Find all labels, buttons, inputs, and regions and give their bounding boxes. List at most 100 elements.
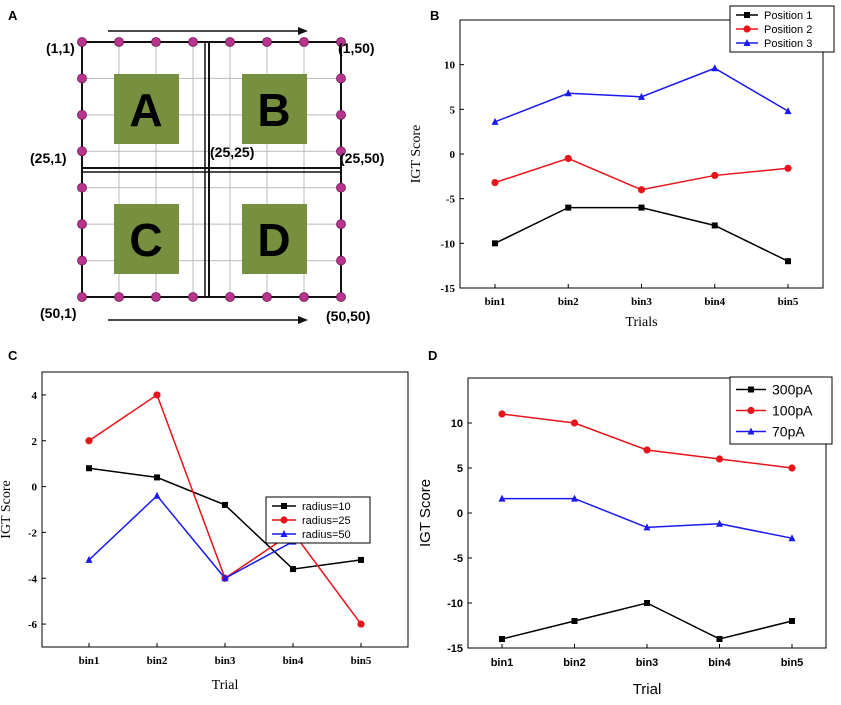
grid-dot [225, 37, 235, 47]
grid-dot [336, 73, 346, 84]
data-point [280, 530, 288, 537]
data-point [744, 12, 750, 18]
legend-entry: Position 1 [764, 10, 812, 22]
x-tick-label: bin3 [636, 657, 659, 669]
grid-dot [336, 182, 346, 193]
x-tick-label: bin1 [485, 296, 506, 308]
y-tick-label: 5 [457, 463, 463, 475]
x-tick-label: bin2 [147, 655, 168, 667]
data-point [153, 391, 161, 399]
data-point [643, 446, 651, 454]
grid-dot [114, 37, 124, 47]
data-point [571, 494, 578, 502]
data-point [788, 534, 796, 542]
coord-top-left: (1,1) [46, 40, 75, 56]
data-point [716, 519, 723, 527]
data-point [153, 491, 161, 499]
x-tick-label: bin2 [563, 657, 586, 669]
legend-entry: 100pA [772, 403, 813, 419]
x-tick-label: bin4 [283, 655, 304, 667]
grid-dot [188, 292, 198, 302]
data-point [638, 204, 645, 211]
block-b [242, 74, 307, 144]
legend-entry: 70pA [772, 424, 805, 440]
grid-dot [77, 219, 87, 230]
data-point [281, 503, 287, 509]
x-tick-label: bin4 [704, 296, 725, 308]
data-point [788, 464, 796, 472]
x-tick-label: bin5 [781, 657, 804, 669]
panel-label-b: B [430, 8, 439, 23]
legend-entry: radius=10 [302, 501, 351, 513]
data-point [638, 92, 645, 100]
grid-dot [299, 37, 309, 47]
grid-dot [336, 255, 346, 266]
data-point [570, 419, 579, 427]
data-point [564, 154, 572, 163]
grid-dots [77, 37, 346, 302]
grid-dot [151, 292, 161, 302]
x-tick-label: bin5 [778, 296, 799, 308]
data-point [711, 64, 719, 72]
y-tick-label: 0 [450, 149, 456, 161]
series-line [494, 206, 789, 262]
data-point [784, 107, 792, 115]
grid-dot [336, 146, 346, 157]
data-point [222, 501, 228, 508]
data-point [565, 204, 572, 211]
y-tick-label: 0 [32, 482, 38, 494]
y-tick-label: 10 [451, 418, 463, 430]
grid-dot [225, 292, 235, 302]
grid-dot [151, 37, 161, 47]
data-point [789, 618, 795, 624]
y-axis-label: IGT Score [0, 480, 14, 538]
data-point [221, 574, 229, 582]
data-point [358, 556, 364, 563]
x-axis-label: Trial [633, 681, 662, 698]
grid-dot [77, 292, 87, 302]
data-point [85, 437, 93, 445]
bottom-arrow-head [298, 316, 308, 324]
coord-bottom-left: (50,1) [40, 305, 77, 321]
block-b-label: B [257, 84, 290, 136]
data-point [86, 465, 92, 472]
x-axis-label: Trials [625, 315, 657, 330]
block-c-label: C [129, 214, 162, 266]
grid-dot [262, 292, 272, 302]
data-point [784, 164, 792, 172]
data-point [637, 186, 646, 194]
y-tick-label: -15 [447, 643, 463, 655]
top-arrow-head [298, 27, 308, 35]
y-tick-label: -6 [28, 619, 38, 631]
legend-entry: 300pA [772, 382, 813, 398]
data-point [747, 406, 755, 415]
block-a [114, 74, 179, 144]
data-point [743, 39, 751, 46]
data-point [711, 222, 718, 229]
data-point [498, 494, 506, 502]
block-a-label: A [129, 84, 162, 136]
data-point [491, 178, 499, 187]
data-point [154, 474, 160, 481]
x-tick-label: bin1 [491, 657, 514, 669]
y-axis-label: IGT Score [417, 479, 434, 547]
data-point [290, 566, 296, 573]
series-line [494, 157, 789, 191]
data-point [747, 427, 755, 435]
data-point [785, 258, 791, 265]
data-point [491, 117, 499, 125]
data-point [716, 636, 723, 642]
block-c [114, 204, 179, 274]
series-line [501, 602, 793, 640]
grid-dot [336, 37, 346, 47]
grid-dot [336, 292, 346, 302]
legend-entry: radius=50 [302, 529, 351, 541]
data-point [498, 410, 506, 418]
data-point [711, 171, 719, 180]
coord-bottom-right: (50,50) [326, 308, 370, 324]
chart-d: D -15 -10 -5 0 5 10 bin1 bin2 bin3 bin4 bin5 Trial I… [417, 348, 833, 698]
y-tick-label: -5 [453, 553, 463, 565]
data-point [492, 240, 498, 247]
x-tick-label: bin5 [351, 655, 372, 667]
